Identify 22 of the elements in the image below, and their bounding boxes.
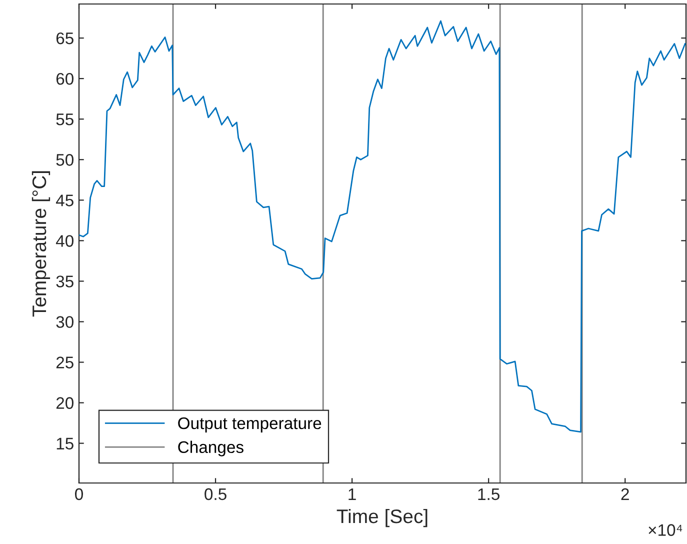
y-tick-label: 20 <box>56 397 74 409</box>
x-tick-label: 0.5 <box>204 488 226 500</box>
y-tick-label: 60 <box>56 72 74 85</box>
text: ×10⁴ <box>648 524 682 536</box>
legend-label: Output temperature <box>178 417 322 432</box>
x-tick-label: 1.5 <box>478 488 500 500</box>
y-tick-label: 15 <box>56 438 74 450</box>
y-tick-label: 35 <box>56 276 74 288</box>
y-tick-label: 50 <box>56 154 74 166</box>
x-tick-label: 1 <box>348 488 356 500</box>
y-tick-label: 45 <box>56 194 74 206</box>
line-series <box>79 20 686 433</box>
y-axis-title: Temperature [°C] <box>32 171 50 317</box>
y-tick-label: 25 <box>56 356 74 368</box>
x-axis-title: Time [Sec] <box>336 508 428 528</box>
y-tick-label: 55 <box>56 114 74 126</box>
y-tick-label: 30 <box>56 316 74 328</box>
y-tick-label: 40 <box>56 235 74 247</box>
ref-line-label: Changes <box>178 440 244 456</box>
x-tick-label: 2 <box>621 488 629 500</box>
y-tick-label: 65 <box>56 32 74 44</box>
x-tick-label: 0 <box>75 488 83 500</box>
